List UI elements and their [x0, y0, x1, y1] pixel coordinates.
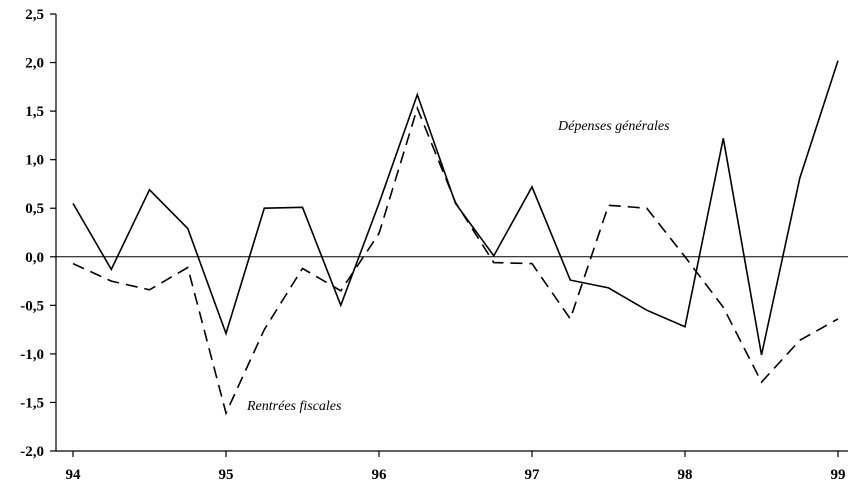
x-tick-label: 99 — [831, 467, 846, 483]
y-tick-label: -2,0 — [20, 444, 44, 460]
series-label-rentrees: Rentrées fiscales — [246, 399, 342, 414]
y-tick-label: 0,5 — [25, 201, 44, 217]
y-tick-label: -1,0 — [20, 347, 44, 363]
series-layer — [72, 60, 839, 416]
y-axis-ticks: 2,5 2,0 1,5 1,0 0,5 0,0 -0,5 -1,0 -1,5 -2,0 — [20, 7, 56, 460]
x-tick-label: 95 — [219, 467, 234, 483]
y-tick-label: -1,5 — [20, 395, 44, 411]
y-tick-label: 0,0 — [25, 250, 44, 266]
x-tick-label: 94 — [66, 467, 82, 483]
series-label-depenses: Dépenses générales — [557, 119, 670, 134]
x-tick-label: 97 — [525, 467, 541, 483]
y-tick-label: 2,0 — [25, 56, 44, 72]
x-axis-ticks: 94 95 96 97 98 99 — [66, 451, 846, 483]
x-tick-label: 96 — [372, 467, 388, 483]
chart-axes — [55, 14, 848, 452]
y-tick-label: -0,5 — [20, 298, 44, 314]
y-tick-label: 2,5 — [25, 7, 44, 23]
series-line-depenses-generales — [72, 60, 839, 356]
y-tick-label: 1,0 — [25, 153, 44, 169]
series-line-rentrees-fiscales — [72, 105, 839, 416]
x-tick-label: 98 — [678, 467, 693, 483]
y-tick-label: 1,5 — [25, 104, 44, 120]
